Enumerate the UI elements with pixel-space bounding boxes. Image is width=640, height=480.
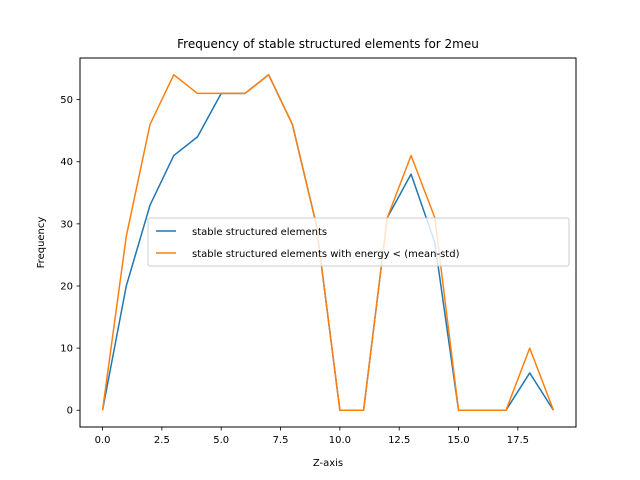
y-ticks: 0 10 20 30 40 50 [60, 95, 80, 417]
x-ticks: 0.0 2.5 5.0 7.5 10.0 12.5 15.0 17.5 [95, 427, 529, 446]
chart-title: Frequency of stable structured elements … [177, 37, 479, 51]
x-tick-label: 12.5 [388, 435, 410, 446]
axes-frame [79, 57, 577, 428]
x-tick-label: 15.0 [447, 435, 469, 446]
x-tick-label: 2.5 [154, 435, 170, 446]
x-tick-label: 7.5 [273, 435, 289, 446]
y-tick-label: 0 [67, 406, 73, 417]
x-tick-label: 0.0 [95, 435, 111, 446]
series-line-2 [101, 74, 555, 411]
legend-label-series-1: stable structured elements [192, 227, 327, 238]
y-tick-label: 30 [60, 219, 73, 230]
x-axis-label: Z-axis [313, 458, 343, 469]
series-layer [101, 74, 555, 411]
legend: stable structured elements stable struct… [147, 217, 570, 267]
x-tick-label: 5.0 [213, 435, 229, 446]
y-axis-label: Frequency [36, 217, 47, 269]
y-tick-label: 40 [60, 157, 73, 168]
y-tick-label: 20 [60, 281, 73, 292]
x-tick-label: 17.5 [507, 435, 529, 446]
x-tick-label: 10.0 [329, 435, 351, 446]
y-tick-label: 10 [60, 344, 73, 355]
y-tick-label: 50 [60, 95, 73, 106]
legend-label-series-2: stable structured elements with energy <… [192, 249, 460, 260]
legend-box [147, 217, 570, 267]
